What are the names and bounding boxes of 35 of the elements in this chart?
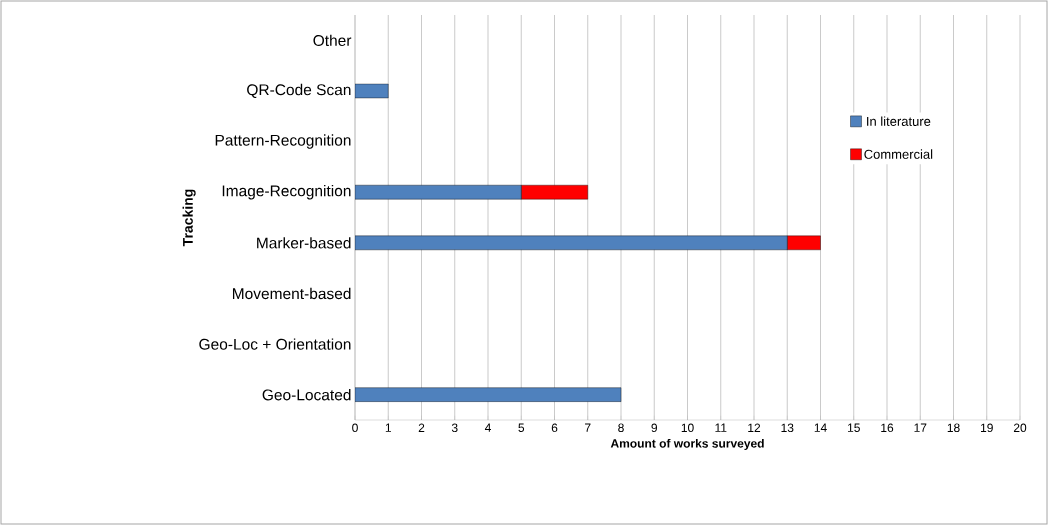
x-tick-label: 2 [418, 423, 425, 432]
x-tick-label: 3 [451, 423, 458, 433]
x-tick-label: 7 [585, 423, 591, 432]
x-axis-title: Amount of works surveyed [610, 438, 764, 451]
x-tick-label: 0 [352, 423, 358, 433]
y-tick-label: Pattern-Recognition [215, 134, 351, 149]
x-tick-label: 5 [518, 423, 525, 432]
x-tick-label: 13 [781, 423, 794, 433]
x-tick-label: 8 [618, 423, 624, 433]
y-tick-label: Geo-Located [262, 389, 351, 401]
x-tick-label: 16 [881, 423, 894, 433]
x-tick-label: 19 [981, 423, 993, 433]
x-tick-label: 18 [947, 423, 960, 433]
y-tick-label: Other [313, 34, 352, 47]
legend-label: In literature [867, 116, 931, 126]
legend-label: Commercial [864, 149, 933, 159]
y-tick-label: Geo-Loc + Orientation [199, 338, 351, 350]
x-tick-label: 17 [914, 423, 927, 432]
x-tick-label: 10 [681, 423, 694, 433]
bar [355, 387, 622, 402]
y-tick-label: QR-Code Scan [247, 83, 351, 99]
x-tick-label: 1 [385, 423, 391, 432]
x-tick-label: 6 [551, 423, 558, 433]
x-tick-label: 15 [848, 423, 860, 432]
x-tick-label: 4 [484, 423, 491, 432]
x-tick-label: 9 [651, 423, 658, 433]
y-tick-label: Image-Recognition [222, 184, 351, 200]
y-tick-label: Movement-based [232, 287, 351, 300]
y-tick-label: Marker-based [257, 237, 351, 249]
x-tick-label: 11 [715, 423, 727, 432]
y-axis-title: Tracking [182, 189, 196, 247]
x-tick-label: 12 [748, 423, 761, 432]
bar [355, 83, 389, 99]
x-tick-label: 20 [1013, 423, 1027, 433]
x-tick-label: 14 [814, 423, 827, 432]
